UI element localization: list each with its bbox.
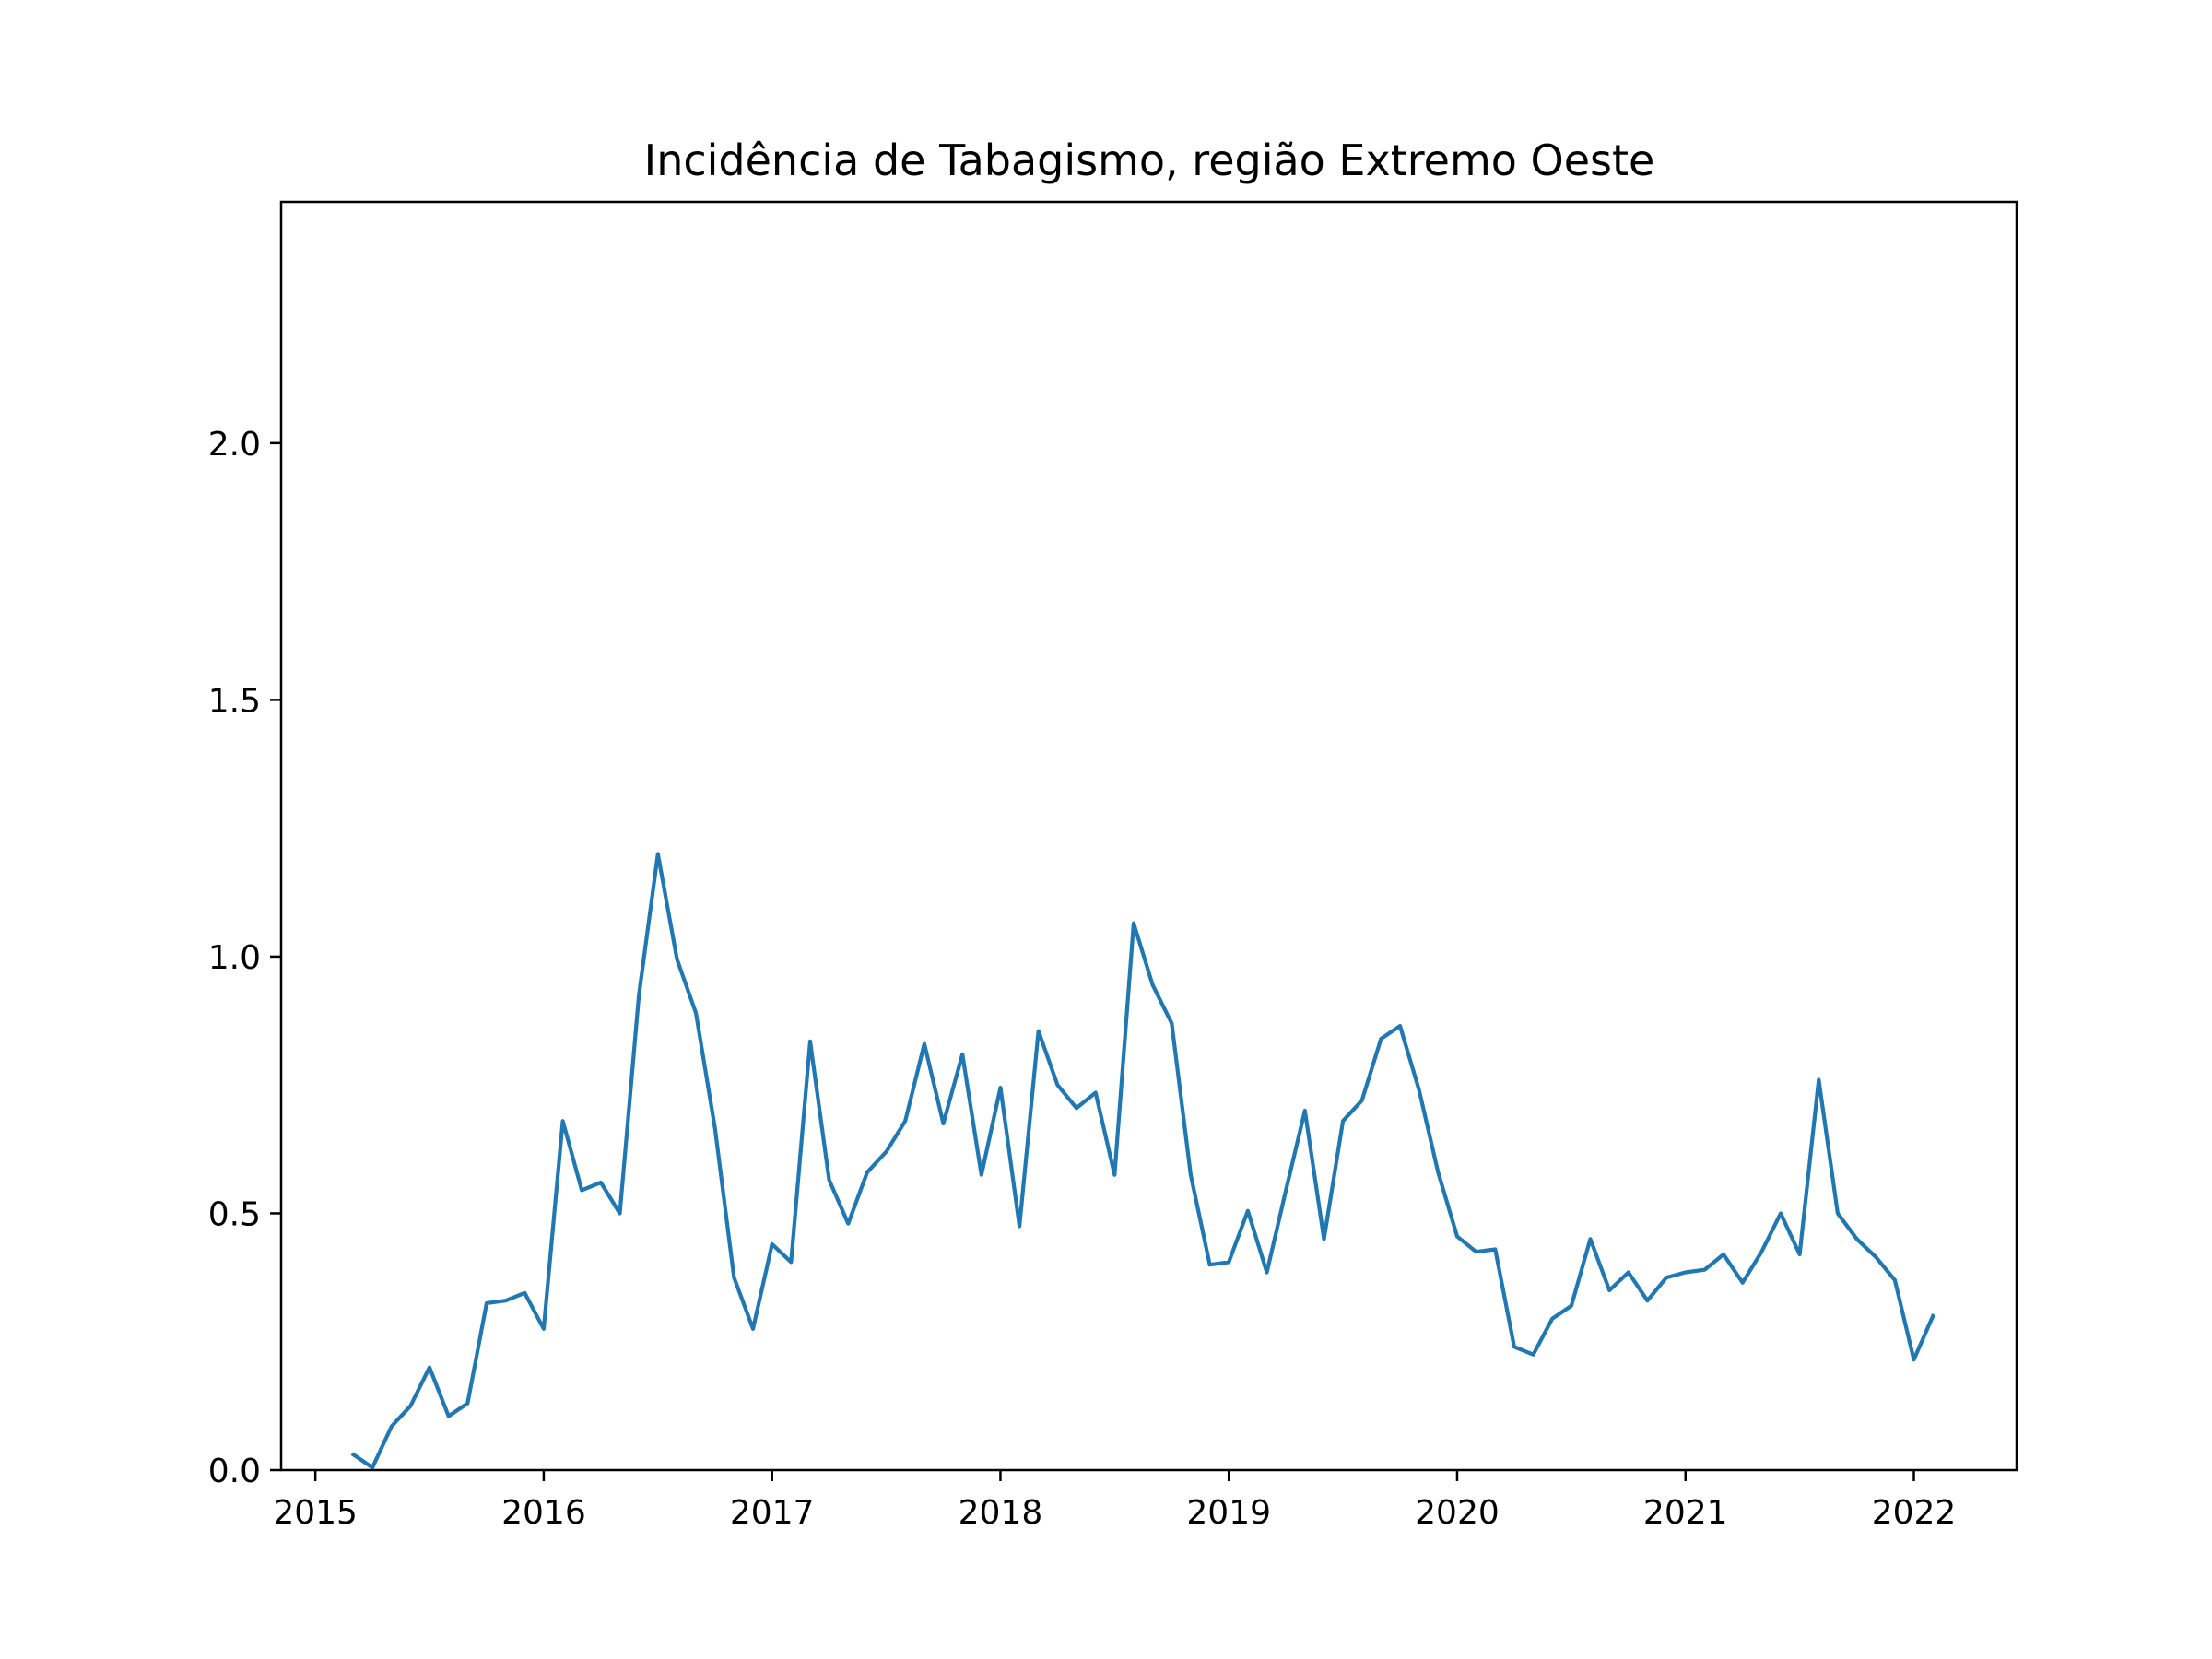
plot-area — [350, 852, 1936, 1470]
y-tick-label: 0.5 — [208, 1195, 261, 1233]
x-axis: 2015 2016 2017 2018 2019 2020 2021 2022 — [273, 1470, 1956, 1532]
y-tick-label: 1.0 — [208, 939, 261, 977]
y-tick-label: 0.0 — [208, 1453, 261, 1490]
chart-title: Incidência de Tabagismo, região Extremo … — [644, 135, 1655, 185]
series-line — [350, 852, 1936, 1470]
x-tick-label: 2018 — [959, 1494, 1043, 1532]
y-axis: 0.0 0.5 1.0 1.5 2.0 — [208, 426, 281, 1490]
y-tick-label: 2.0 — [208, 426, 261, 464]
x-tick-label: 2022 — [1872, 1494, 1957, 1532]
x-tick-label: 2016 — [501, 1494, 586, 1532]
y-tick-label: 1.5 — [208, 682, 261, 720]
x-tick-label: 2021 — [1643, 1494, 1728, 1532]
x-tick-label: 2019 — [1186, 1494, 1271, 1532]
x-tick-label: 2017 — [730, 1494, 815, 1532]
plot-frame — [279, 200, 2018, 1472]
x-tick-label: 2020 — [1415, 1494, 1500, 1532]
x-tick-label: 2015 — [273, 1494, 358, 1532]
